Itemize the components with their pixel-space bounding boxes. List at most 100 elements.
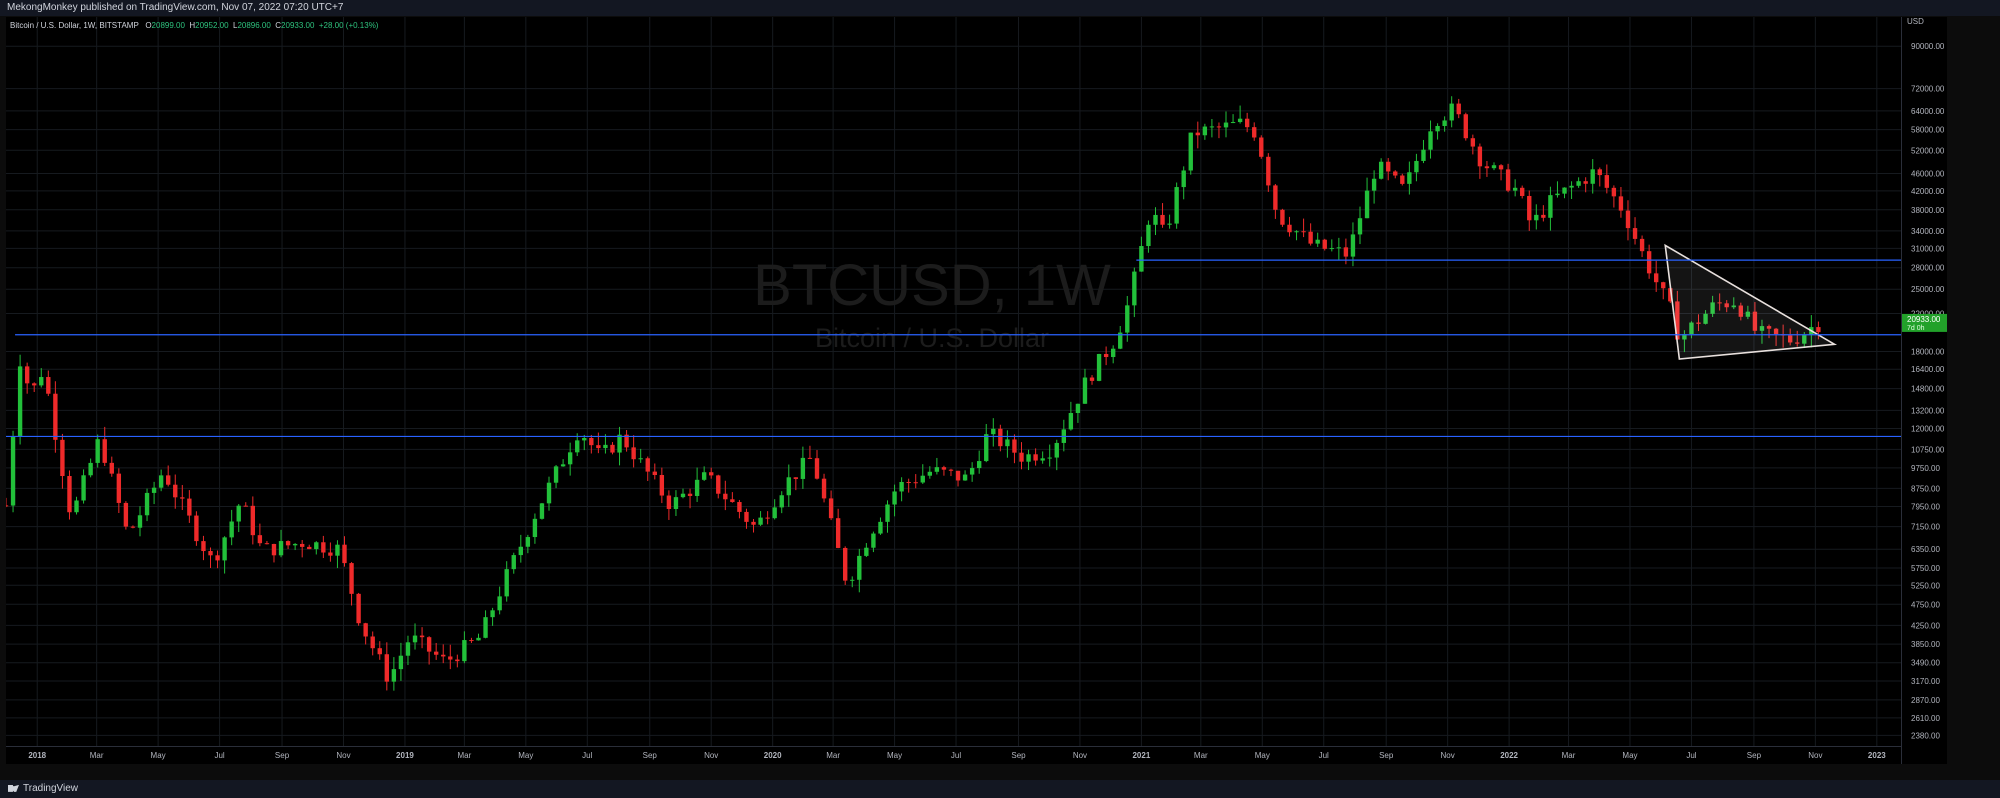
candle-body — [426, 637, 432, 652]
candle-body — [81, 475, 86, 501]
chart-area[interactable]: BTCUSD, 1W Bitcoin / U.S. Dollar 29150.4… — [3, 17, 1947, 764]
candle-body — [1125, 305, 1130, 333]
grid-lines — [6, 17, 1901, 746]
time-tick-label: Sep — [275, 751, 290, 760]
candle-body — [1188, 132, 1193, 171]
candle-body — [1576, 181, 1581, 186]
price-tick-label: 12000.00 — [1911, 424, 1945, 433]
candle-body — [828, 498, 834, 519]
candle-body — [455, 659, 460, 662]
candle-body — [60, 439, 65, 477]
candle-body — [1696, 322, 1701, 324]
candle-body — [1498, 165, 1504, 170]
price-tick-label: 28000.00 — [1911, 264, 1945, 273]
time-tick-label: 2022 — [1500, 751, 1518, 760]
time-axis[interactable]: 2018 Mar May Jul Sep Nov 2019 Mar May Jul Sep Nov 20… — [6, 746, 1901, 764]
time-tick-label: Nov — [1441, 751, 1455, 760]
candle-body — [257, 535, 263, 544]
candle-body — [1315, 239, 1320, 244]
candle-body — [899, 481, 904, 492]
watermark: BTCUSD, 1W Bitcoin / U.S. Dollar — [753, 253, 1111, 353]
candle-body — [1710, 302, 1715, 314]
price-tick-label: 64000.00 — [1911, 107, 1945, 116]
candle-body — [638, 458, 643, 460]
time-tick-label: May — [518, 751, 533, 760]
time-tick-label: Mar — [1562, 751, 1576, 760]
candle-body — [1759, 326, 1765, 331]
low-value: 20896.00 — [237, 21, 271, 30]
candle-body — [1527, 195, 1532, 221]
candle-body — [553, 466, 559, 483]
candle-body — [1301, 231, 1306, 233]
candle-body — [1569, 185, 1574, 188]
high-value: 20952.00 — [195, 21, 229, 30]
candle-body — [850, 579, 855, 581]
price-tick-label: 7150.00 — [1911, 523, 1940, 532]
candle-body — [1562, 187, 1567, 194]
candle-body — [955, 470, 961, 481]
price-tick-label: 5750.00 — [1911, 564, 1940, 573]
candle-body — [1470, 138, 1476, 147]
candle-body — [1132, 271, 1137, 306]
candle-body — [1583, 181, 1588, 184]
candle-body — [1689, 322, 1694, 335]
time-tick-label: Mar — [457, 751, 471, 760]
footer-brand[interactable]: TradingView — [23, 783, 79, 794]
candle-body — [737, 502, 742, 512]
candle-body — [765, 517, 770, 519]
time-tick-label: May — [1255, 751, 1270, 760]
time-tick-label: Mar — [826, 751, 840, 760]
price-tick-label: 14800.00 — [1911, 385, 1945, 394]
candle-body — [709, 472, 714, 476]
candle-body — [1054, 442, 1059, 458]
candle-body — [1752, 311, 1758, 331]
candle-body — [892, 491, 897, 505]
candle-body — [1040, 458, 1045, 461]
candle-body — [187, 498, 192, 516]
price-tick-label: 10750.00 — [1911, 445, 1945, 454]
candle-body — [1484, 166, 1490, 169]
watermark-symbol: BTCUSD, 1W — [753, 253, 1111, 318]
candle-body — [1329, 248, 1334, 250]
price-tick-label: 5250.00 — [1911, 581, 1940, 590]
candle-body — [476, 637, 481, 641]
candle-body — [1153, 214, 1158, 225]
price-chart-svg[interactable]: BTCUSD, 1W Bitcoin / U.S. Dollar 29150.4… — [3, 17, 1947, 764]
candle-body — [835, 518, 841, 548]
candle-body — [39, 377, 44, 386]
candle-body — [1393, 171, 1398, 176]
candle-body — [575, 440, 580, 453]
candle-body — [1414, 160, 1419, 173]
candle-body — [1745, 311, 1751, 317]
candle-body — [67, 476, 72, 513]
candle-body — [1110, 348, 1116, 358]
candle-body — [405, 642, 411, 656]
candle-body — [1082, 377, 1088, 404]
candle-body — [1766, 326, 1772, 329]
price-tick-label: 58000.00 — [1911, 126, 1945, 135]
candle-body — [1400, 175, 1405, 184]
time-tick-label: Jul — [951, 751, 961, 760]
watermark-name: Bitcoin / U.S. Dollar — [815, 323, 1049, 353]
candle-body — [969, 468, 975, 475]
candle-body — [412, 635, 418, 643]
candle-body — [1625, 210, 1631, 229]
triangle-drawing[interactable] — [1664, 243, 1838, 360]
candle-body — [151, 487, 157, 493]
candle-body — [701, 472, 707, 480]
price-tick-label: 42000.00 — [1911, 187, 1945, 196]
candle-body — [1033, 454, 1038, 461]
close-label: C — [275, 21, 282, 30]
last-price-value: 20933.00 — [1907, 315, 1941, 324]
candle-body — [991, 428, 996, 435]
price-axis[interactable]: USD 90000.00 72000.00 64000.00 58000.00 52000… — [1901, 17, 1947, 764]
candle-body — [744, 511, 749, 522]
candle-body — [1343, 247, 1349, 257]
candles — [3, 96, 1821, 691]
candle-body — [1266, 156, 1271, 186]
price-tick-label: 46000.00 — [1911, 170, 1945, 179]
candle-body — [349, 563, 354, 594]
candle-body — [271, 543, 277, 556]
candle-body — [977, 461, 982, 469]
candle-body — [158, 475, 164, 488]
